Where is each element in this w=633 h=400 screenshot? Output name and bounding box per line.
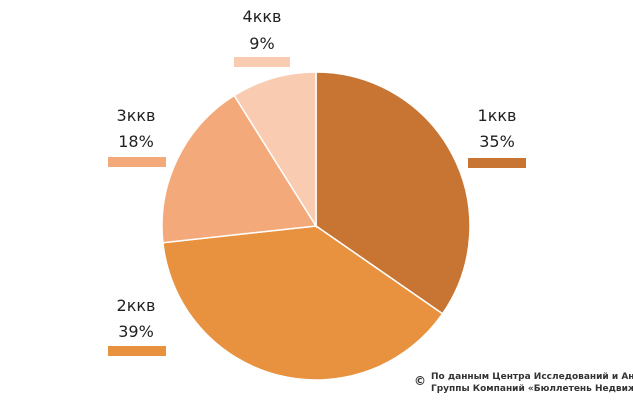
pie-slice-2kkv [162,225,444,381]
copyright-symbol: © [414,374,426,388]
legend-swatch-4kkv [234,57,290,67]
source-line-1: По данным Центра Исследований и Аналитик… [431,372,633,382]
pie-slice-3kkv [161,94,318,244]
value-label-4kkv: 9% [249,34,274,53]
value-label-1kkv: 35% [479,132,515,151]
value-label-2kkv: 39% [118,322,154,341]
legend-swatch-1kkv [468,158,526,168]
value-label-3kkv: 18% [118,132,154,151]
slice-labels: 1ккв 35% 2ккв 39% 3ккв 18% 4ккв 9% [108,7,526,356]
source-line-2: Группы Компаний «Бюллетень Недвижимости» [431,384,633,394]
category-label-1kkv: 1ккв [478,106,517,125]
category-label-2kkv: 2ккв [117,296,156,315]
pie-slice-1kkv [315,71,471,315]
pie-slices [161,71,471,381]
category-label-3kkv: 3ккв [117,106,156,125]
category-label-4kkv: 4ккв [243,7,282,26]
legend-swatch-3kkv [108,157,166,167]
pie-slice-4kkv [233,71,317,229]
legend-swatch-2kkv [108,346,166,356]
source-note: © По данным Центра Исследований и Аналит… [414,372,633,394]
